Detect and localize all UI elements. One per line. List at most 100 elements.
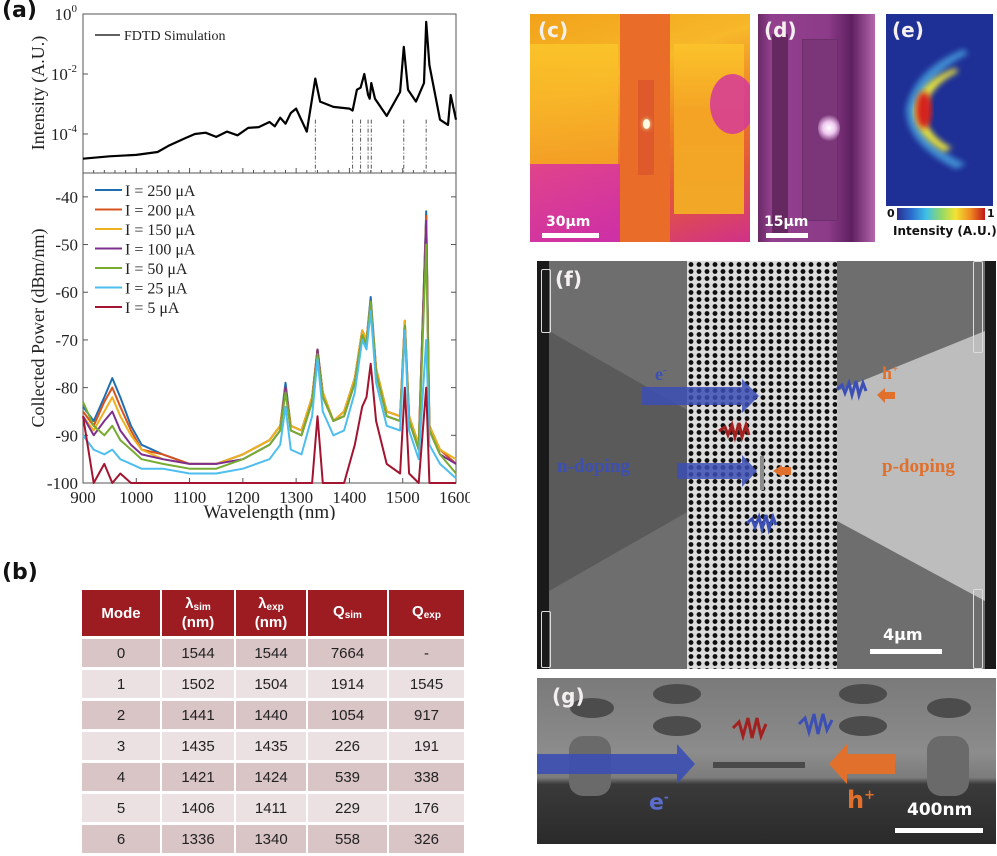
fdtd-simulation-line	[82, 20, 458, 160]
electron-label-f: e-	[655, 364, 667, 385]
image-d-emission: (d) 15μm	[758, 14, 875, 242]
contact-br	[973, 589, 983, 669]
scale-label-d: 15μm	[764, 214, 809, 230]
intensity-shape	[906, 49, 968, 169]
y-tick-label-bottom: -60	[55, 283, 78, 302]
image-f-sem-top: e- h+ n-doping p-doping (f) 4μm	[537, 261, 996, 669]
x-axis-label: Wavelength (nm)	[204, 502, 336, 520]
scalebar-d	[766, 233, 808, 238]
header-lambda-sim: λsim (nm)	[162, 590, 234, 636]
header-q-exp: Qexp	[389, 590, 464, 636]
table-cell: 1340	[236, 825, 306, 853]
hole-arrow-center	[773, 465, 782, 477]
table-cell: 226	[308, 732, 387, 760]
scalebar-f	[870, 649, 942, 654]
panel-label-a: (a)	[2, 0, 37, 23]
p-doping-region	[837, 331, 985, 601]
scale-label-g: 400nm	[907, 800, 973, 820]
hole-sup: +	[892, 363, 899, 375]
table-cell: 1336	[162, 825, 234, 853]
y-tick-label-bottom: -100	[47, 474, 78, 493]
carrier-arrows	[642, 378, 895, 535]
y-tick-label-bottom: -80	[55, 379, 78, 398]
panel-label-b: (b)	[2, 560, 38, 585]
x-tick-label-bottom: 1300	[279, 488, 313, 507]
legend-label: I = 50 μA	[125, 261, 188, 278]
table-cell: 1545	[389, 670, 464, 698]
table-cell: 1406	[162, 794, 234, 822]
scale-label-c: 30μm	[546, 214, 591, 230]
header-text: Q	[333, 602, 345, 620]
header-sub: sim	[193, 602, 211, 613]
emission-spot	[818, 114, 840, 142]
modes-table: Mode λsim (nm) λexp (nm) Qsim Qexp 0 1544 15…	[80, 587, 466, 856]
sem-side-features	[537, 684, 971, 796]
hole-arrow-upper	[877, 388, 895, 403]
colorbar-label: Intensity (A.U.)	[893, 224, 997, 238]
panel-label-f: (f)	[555, 267, 582, 291]
electron-arrow-g	[537, 744, 695, 784]
header-text: Mode	[101, 604, 141, 622]
pad-left	[530, 44, 618, 164]
electron-sup: -	[663, 790, 669, 804]
image-g-sem-side: e- h+ (g) 400nm	[537, 678, 996, 844]
table-cell: 338	[389, 763, 464, 791]
photon-blue-lower	[746, 512, 778, 535]
x-tick-label-bottom: 1100	[173, 488, 206, 507]
y-tick-label-top: 10-2	[51, 63, 77, 84]
electron-arrow-upper	[642, 379, 759, 413]
legend-label: I = 200 μA	[125, 203, 196, 220]
table-cell: 1435	[236, 732, 306, 760]
table-cell: 917	[389, 701, 464, 729]
electron-arrow-lower	[677, 455, 757, 487]
table-row: 0 1544 1544 7664-	[82, 639, 464, 667]
electron-label-g: e-	[649, 790, 669, 815]
table-cell: 1054	[308, 701, 387, 729]
table-cell: 229	[308, 794, 387, 822]
x-tick-label-bottom: 1500	[386, 488, 420, 507]
n-doping-label: n-doping	[557, 456, 630, 477]
table-cell: 1411	[236, 794, 306, 822]
legend-label: I = 5 μA	[125, 300, 180, 317]
nanobeam	[713, 762, 805, 768]
table-cell: 191	[389, 732, 464, 760]
hotspot	[643, 119, 650, 129]
photon-blue-g	[797, 713, 834, 738]
hole-sup: +	[864, 788, 875, 803]
table-cell: 326	[389, 825, 464, 853]
y-tick-label-bottom: -40	[55, 188, 78, 207]
table-row: 6 1336 1340 558 326	[82, 825, 464, 853]
pad-left-low	[530, 164, 630, 242]
header-unit: (nm)	[181, 614, 215, 631]
legend-label: I = 100 μA	[125, 242, 196, 259]
table-cell: 5	[82, 794, 160, 822]
y-axis-label-top: Intensity (A.U.)	[28, 36, 49, 150]
header-q-sim: Qsim	[308, 590, 387, 636]
table-cell: 1544	[162, 639, 234, 667]
header-text: λ	[185, 595, 194, 612]
hole-label-f: h+	[882, 363, 898, 384]
legend-label: I = 25 μA	[125, 281, 188, 298]
y-tick-label-bottom: -50	[55, 236, 78, 255]
header-sub: exp	[266, 602, 284, 613]
hole-text: h	[882, 363, 893, 383]
contact-tr	[973, 261, 983, 353]
table-cell: 1440	[236, 701, 306, 729]
panel-label-c: (c)	[538, 18, 569, 42]
scalebar-c	[542, 233, 599, 238]
table-cell: 6	[82, 825, 160, 853]
table-cell: 1502	[162, 670, 234, 698]
table-cell: 0	[82, 639, 160, 667]
table-cell: 1504	[236, 670, 306, 698]
intensity-peak	[916, 92, 932, 128]
electron-text: e	[649, 790, 664, 816]
colorbar-max: 1	[987, 207, 995, 220]
header-text: Q	[412, 602, 424, 620]
x-tick-label-bottom: 900	[70, 488, 96, 507]
table-cell: 1	[82, 670, 160, 698]
electron-sup: -	[663, 364, 667, 376]
table-row: 2 1441 1440 1054 917	[82, 701, 464, 729]
intensity-mid	[914, 68, 958, 152]
hole-text: h	[847, 786, 865, 814]
series-line-6	[82, 362, 456, 484]
